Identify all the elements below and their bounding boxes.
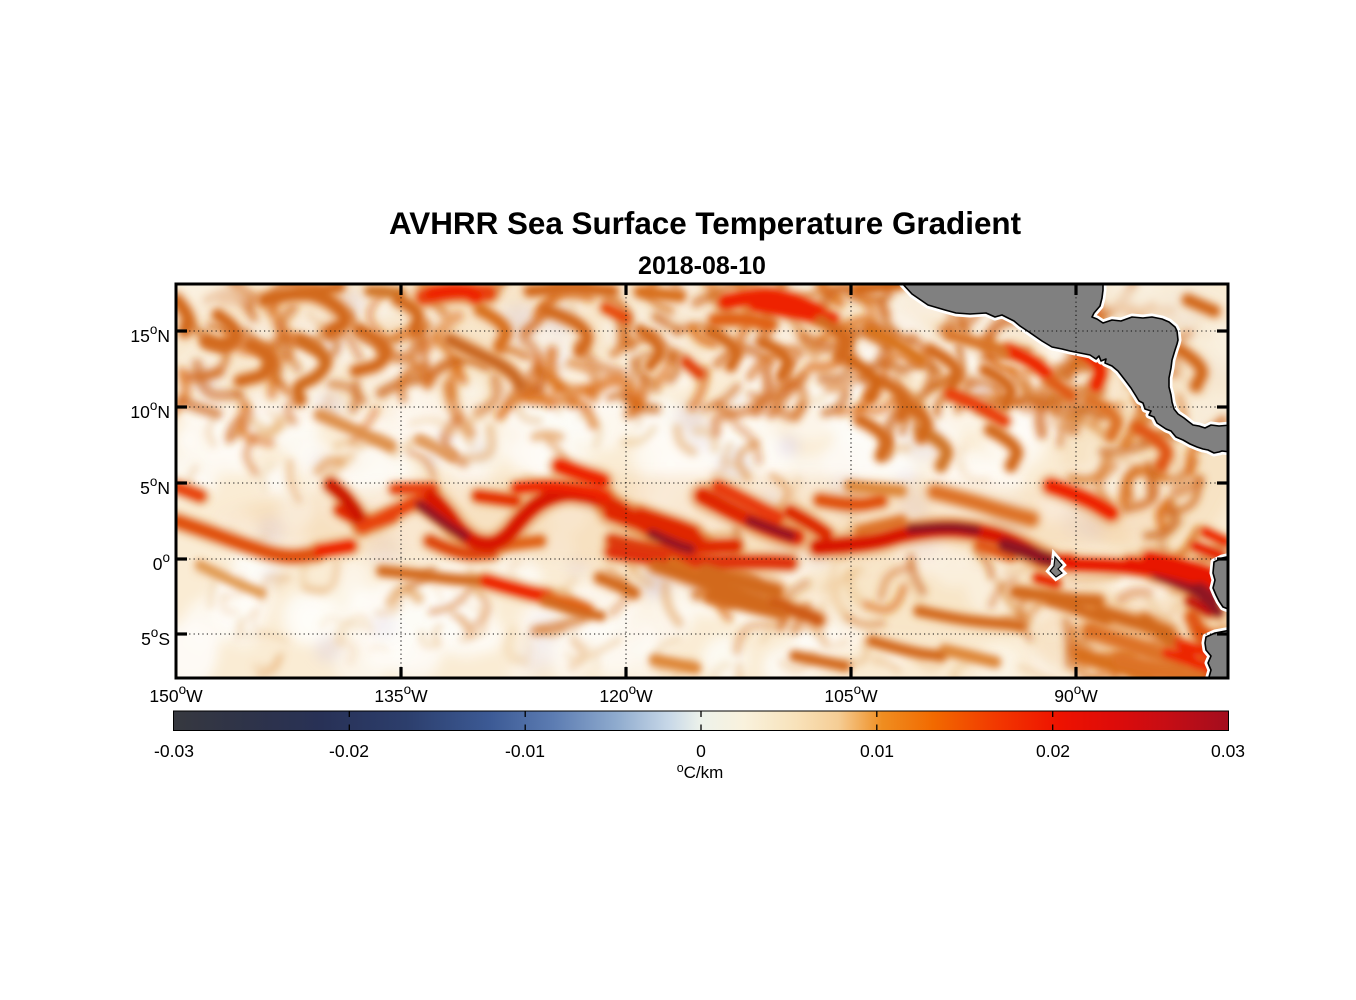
- svg-text:-0.02: -0.02: [329, 741, 369, 761]
- svg-text:-0.03: -0.03: [154, 741, 194, 761]
- svg-text:150oW: 150oW: [149, 682, 203, 706]
- svg-text:0.02: 0.02: [1036, 741, 1070, 761]
- svg-text:0.03: 0.03: [1211, 741, 1245, 761]
- svg-text:0: 0: [696, 741, 706, 761]
- svg-text:0.01: 0.01: [860, 741, 894, 761]
- svg-text:oC/km: oC/km: [677, 761, 724, 782]
- svg-text:105oW: 105oW: [824, 682, 878, 706]
- svg-text:120oW: 120oW: [599, 682, 653, 706]
- svg-text:AVHRR Sea Surface Temperature: AVHRR Sea Surface Temperature Gradient: [389, 206, 1022, 241]
- svg-text:-0.01: -0.01: [505, 741, 545, 761]
- svg-text:2018-08-10: 2018-08-10: [638, 252, 766, 280]
- svg-text:135oW: 135oW: [374, 682, 428, 706]
